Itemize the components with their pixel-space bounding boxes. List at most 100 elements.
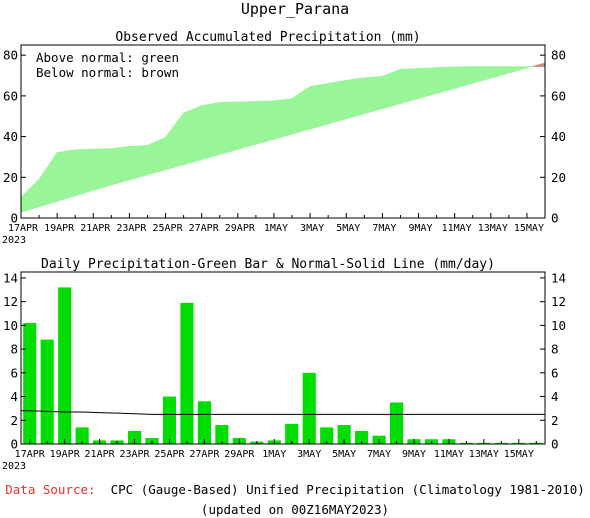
daily-bar: [389, 402, 404, 444]
accum-y-tick-label-left: 40: [3, 129, 18, 144]
accum-area-segment: [531, 62, 546, 67]
daily-bar: [58, 287, 72, 444]
daily-y-tick-label-right: 14: [551, 270, 566, 285]
accum-area-segment: [382, 68, 401, 110]
daily-bar: [215, 425, 229, 444]
daily-bar: [337, 425, 351, 444]
accum-y-tick-label-left: 60: [3, 88, 18, 103]
accum-area-segment: [74, 148, 94, 197]
daily-bar: [127, 430, 142, 444]
daily-x-tick-label: 3MAY: [297, 449, 321, 460]
accum-y-tick-label-right: 60: [551, 88, 566, 103]
daily-bar: [285, 423, 299, 444]
daily-bar: [162, 396, 177, 444]
accum-area-segment: [219, 101, 239, 155]
accum-area-segment: [273, 98, 293, 140]
accum-x-tick-label: 19APR: [44, 223, 75, 234]
accum-y-tick-label-left: 80: [3, 48, 18, 63]
accum-x-tick-label: 29APR: [225, 223, 256, 234]
accum-x-tick-label: 27APR: [189, 223, 220, 234]
legend-above: Above normal: green: [36, 50, 179, 65]
updated-note: (updated on 00Z16MAY2023): [200, 502, 390, 517]
accum-x-tick-label: 25APR: [152, 223, 183, 234]
daily-y-tick-label-left: 14: [3, 270, 18, 285]
daily-bar: [40, 339, 54, 444]
accum-area-segment: [56, 149, 76, 202]
daily-y-tick-label-left: 0: [10, 437, 18, 452]
accum-x-tick-label: 13MAY: [478, 223, 508, 234]
accum-area-segment: [526, 66, 533, 69]
accum-area-segment: [38, 151, 58, 208]
accum-area-segment: [345, 77, 365, 120]
daily-bar: [320, 427, 334, 444]
accum-x-tick-label: 5MAY: [336, 223, 360, 234]
accum-area-segment: [400, 68, 419, 105]
accum-area-segment: [364, 76, 383, 115]
daily-x-tick-label: 25APR: [154, 449, 185, 460]
data-source-line: Data Source: CPC (Gauge-Based) Unified P…: [0, 482, 590, 497]
daily-bar: [75, 427, 89, 444]
daily-x-tick-label: 5MAY: [332, 449, 356, 460]
daily-y-tick-label-left: 4: [10, 389, 18, 404]
legend-below: Below normal: brown: [36, 65, 179, 80]
daily-y-tick-label-right: 2: [551, 413, 559, 428]
accum-y-tick-label-right: 80: [551, 48, 566, 63]
accum-area-segment: [255, 100, 275, 145]
accum-area-segment: [147, 136, 166, 176]
accum-y-tick-label-right: 40: [551, 129, 566, 144]
daily-x-tick-label: 7MAY: [367, 449, 391, 460]
daily-y-tick-label-right: 8: [551, 342, 559, 357]
accum-x-tick-label: 21APR: [80, 223, 111, 234]
accum-x-tick-label: 23APR: [116, 223, 147, 234]
daily-y-tick-label-right: 12: [551, 294, 566, 309]
accum-y-tick-label-right: 20: [551, 170, 566, 185]
accum-x-tick-label: 7MAY: [372, 223, 396, 234]
daily-x-tick-label: 19APR: [50, 449, 81, 460]
accum-area-segment: [183, 105, 202, 166]
daily-y-tick-label-left: 12: [3, 294, 18, 309]
daily-y-tick-label-left: 10: [3, 318, 18, 333]
accum-chart-title: Observed Accumulated Precipitation (mm): [115, 30, 420, 45]
accum-area-segment: [508, 66, 528, 74]
daily-chart-title: Daily Precipitation-Green Bar & Normal-S…: [41, 257, 495, 272]
accum-area-segment: [165, 112, 184, 171]
data-source-label: Data Source:: [5, 482, 96, 497]
daily-x-tick-label: 13MAY: [469, 449, 499, 460]
accum-area-segment: [327, 79, 347, 125]
daily-y-tick-label-right: 4: [551, 389, 559, 404]
accum-area-segment: [291, 85, 311, 135]
daily-bar: [197, 401, 211, 444]
daily-y-tick-label-right: 6: [551, 365, 559, 380]
data-source-text: CPC (Gauge-Based) Unified Precipitation …: [110, 482, 585, 497]
accum-y-tick-label-left: 20: [3, 170, 18, 185]
daily-x-tick-label: 27APR: [189, 449, 220, 460]
daily-plot-frame: [20, 271, 546, 445]
accum-x-tick-label: 15MAY: [514, 223, 544, 234]
accum-x-tick-label: 1MAY: [264, 223, 288, 234]
accum-area-segment: [490, 66, 510, 79]
accum-x-tick-label: 11MAY: [442, 223, 472, 234]
daily-y-tick-label-left: 8: [10, 342, 18, 357]
daily-y-tick-label-right: 0: [551, 437, 559, 452]
region-title: Upper_Parana: [241, 0, 349, 18]
daily-normal-line: [21, 410, 545, 415]
daily-bar: [302, 372, 316, 444]
accum-x-tick-label: 9MAY: [408, 223, 432, 234]
accum-area-segment: [201, 102, 221, 160]
daily-bar: [355, 430, 369, 444]
daily-x-tick-label: 23APR: [119, 449, 150, 460]
accum-x-tick-label: 17APR: [8, 223, 39, 234]
daily-chart: 0 0 2 2 4 4 6 6 8 8 10 10 12 12 14 14 17APR 19APR 21APR 23A…: [2, 270, 566, 472]
daily-y-tick-label-right: 10: [551, 318, 566, 333]
accum-y-tick-label-right: 0: [551, 211, 559, 226]
accum-area-segment: [237, 101, 257, 150]
accum-area-segment: [129, 145, 148, 181]
accum-year-label: 2023: [2, 235, 26, 246]
accum-area-segment: [418, 67, 437, 99]
accum-area-segment: [472, 66, 492, 84]
daily-bar: [23, 323, 37, 444]
daily-x-tick-label: 11MAY: [434, 449, 464, 460]
daily-y-tick-label-left: 6: [10, 365, 18, 380]
daily-bar: [180, 302, 194, 444]
